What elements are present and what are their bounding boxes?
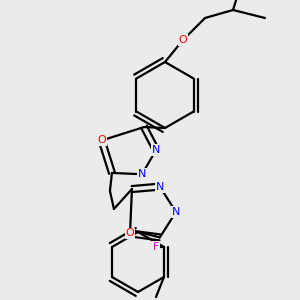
Text: N: N (172, 207, 180, 217)
Text: F: F (153, 242, 159, 252)
Text: N: N (152, 145, 160, 155)
Text: N: N (156, 182, 164, 192)
Text: N: N (138, 169, 146, 179)
Text: O: O (178, 35, 188, 45)
Text: O: O (97, 135, 106, 146)
Text: O: O (126, 228, 134, 239)
